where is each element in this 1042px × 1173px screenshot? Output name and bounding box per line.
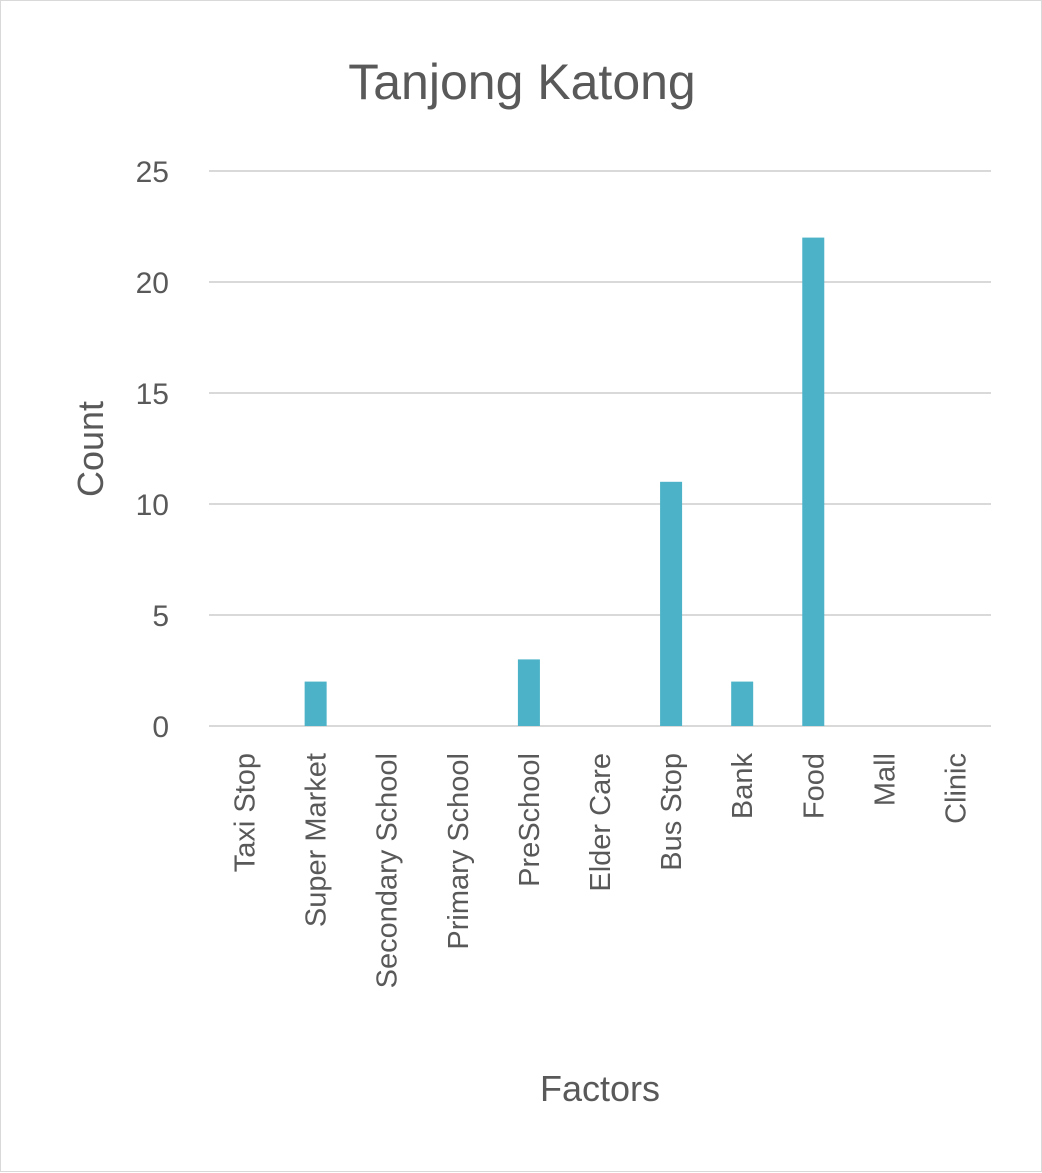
x-tick-label: Mall <box>869 753 901 806</box>
x-tick-label: Bus Stop <box>656 753 688 871</box>
chart-title: Tanjong Katong <box>348 54 696 110</box>
x-tick-label: PreSchool <box>514 753 546 887</box>
y-tick-label: 10 <box>136 489 169 522</box>
x-axis-title: Factors <box>540 1068 660 1109</box>
x-tick-label: Food <box>798 753 830 819</box>
x-tick-label: Clinic <box>940 753 972 824</box>
y-axis-ticks: 0 5 10 15 20 25 <box>136 156 169 744</box>
y-axis-title: Count <box>70 401 111 497</box>
bar-bus-stop <box>660 481 683 726</box>
x-tick-label: Super Market <box>301 753 333 927</box>
x-tick-label: Taxi Stop <box>230 753 262 872</box>
x-tick-label: Primary School <box>443 753 475 950</box>
bar-food <box>802 237 825 726</box>
x-tick-label: Secondary School <box>372 753 404 988</box>
y-tick-label: 20 <box>136 267 169 300</box>
x-axis-categories: Taxi Stop Super Market Secondary School Pri… <box>230 753 973 989</box>
x-tick-label: Elder Care <box>585 753 617 892</box>
gridlines <box>209 170 991 727</box>
y-tick-label: 25 <box>136 156 169 189</box>
bar-super-market <box>304 681 327 726</box>
bars <box>304 237 825 726</box>
bar-preschool <box>517 659 540 726</box>
y-tick-label: 5 <box>152 600 169 633</box>
y-tick-label: 0 <box>152 711 169 744</box>
x-tick-label: Bank <box>727 753 759 820</box>
y-tick-label: 15 <box>136 378 169 411</box>
bar-bank <box>731 681 754 726</box>
